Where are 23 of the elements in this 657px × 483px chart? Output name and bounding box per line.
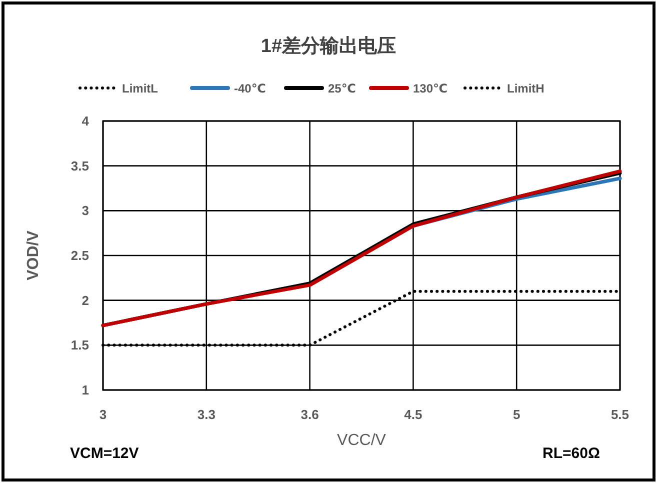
y-tick-label: 3.5 <box>70 158 89 174</box>
legend-label: 130℃ <box>413 82 448 96</box>
x-tick-label: 4.5 <box>404 407 422 422</box>
x-tick-label: 3.3 <box>197 407 216 422</box>
legend-label: LimitL <box>122 82 158 96</box>
y-axis-title: VOD/V <box>25 230 42 280</box>
y-tick-label: 2 <box>82 292 89 308</box>
x-axis-title: VCC/V <box>337 432 386 449</box>
y-tick-label: 3 <box>82 203 89 218</box>
legend-label: LimitH <box>507 82 544 96</box>
legend-label: -40℃ <box>234 82 266 96</box>
y-tick-label: 1.5 <box>70 338 89 353</box>
x-tick-label: 5.5 <box>610 407 630 422</box>
x-tick-label: 3 <box>99 407 107 422</box>
text: VCM=12V <box>70 445 139 462</box>
text: RL=60Ω <box>542 445 600 462</box>
y-tick-label: 4 <box>82 114 90 128</box>
legend-label: 25℃ <box>328 82 356 96</box>
y-tick-label: 1 <box>82 382 89 398</box>
x-tick-label: 3.6 <box>300 407 319 422</box>
y-tick-label: 2.5 <box>70 248 89 263</box>
chart-title: 1#差分输出电压 <box>260 35 396 57</box>
x-tick-label: 5 <box>512 407 520 422</box>
